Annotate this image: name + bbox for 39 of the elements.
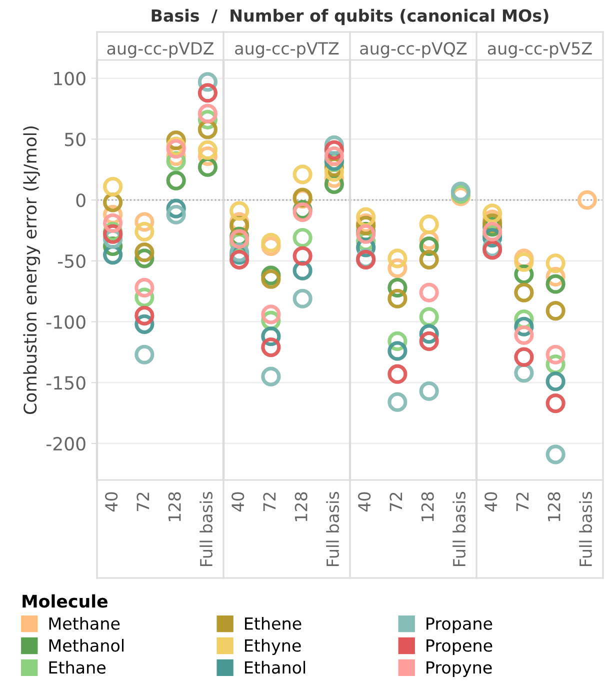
- x-tick-label: 40: [105, 492, 118, 512]
- chart-title: aug-cc-pVDZ: [107, 42, 214, 58]
- y-axis-title: Combustion energy error (kJ/mol): [23, 126, 40, 414]
- x-tick-label: Full basis: [200, 492, 213, 566]
- y-tick-label: -150: [46, 376, 86, 390]
- legend-label: Methanol: [49, 638, 124, 652]
- y-tick-label: -200: [46, 436, 86, 451]
- x-tick-label: Full basis: [452, 492, 466, 566]
- chart-title: aug-cc-pV5Z: [488, 42, 592, 58]
- x-tick-label: 128: [421, 492, 434, 522]
- x-tick-label: 128: [548, 492, 560, 522]
- x-tick-label: 72: [516, 492, 529, 511]
- x-tick-label: 40: [484, 492, 498, 512]
- x-tick-label: 128: [294, 492, 308, 522]
- legend-title: Molecule: [22, 594, 108, 608]
- x-tick-label: Full basis: [579, 492, 592, 566]
- y-tick-label: 100: [54, 72, 86, 86]
- legend-label: Methane: [49, 616, 120, 630]
- x-tick-label: 128: [168, 492, 181, 522]
- x-tick-label: 40: [232, 492, 244, 512]
- x-tick-label: 72: [390, 492, 402, 511]
- legend-label: Propene: [426, 639, 492, 656]
- legend-label: Ethyne: [245, 638, 301, 656]
- y-tick-label: -50: [58, 254, 86, 268]
- legend-label: Ethanol: [245, 660, 306, 674]
- x-tick-label: 40: [358, 492, 371, 512]
- chart-title: aug-cc-pVTZ: [235, 42, 339, 58]
- y-tick-label: 0: [76, 193, 86, 208]
- x-tick-label: 72: [263, 492, 276, 511]
- legend-label: Propyne: [426, 661, 492, 677]
- y-tick-label: 50: [65, 132, 86, 146]
- legend-label: Ethane: [49, 660, 106, 674]
- legend-label: Ethene: [245, 616, 302, 630]
- chart-title: aug-cc-pVQZ: [360, 42, 467, 58]
- x-tick-label: 72: [136, 492, 150, 511]
- legend-label: Propane: [426, 617, 492, 634]
- y-tick-label: -100: [46, 315, 86, 329]
- x-tick-label: Full basis: [326, 492, 340, 566]
- text: Basis / Number of qubits (canonical MOs): [152, 8, 548, 26]
